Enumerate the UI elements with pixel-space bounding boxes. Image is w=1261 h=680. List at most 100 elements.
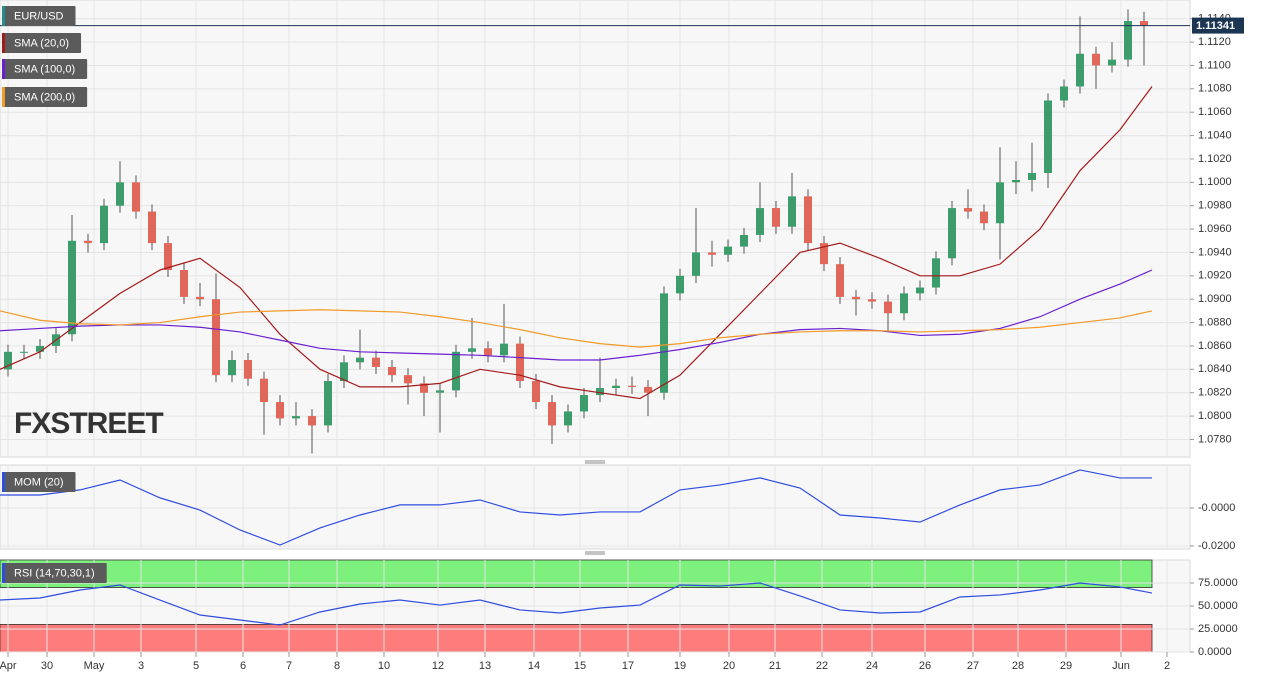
candle-body: [836, 264, 844, 297]
x-tick-label: Jun: [1112, 660, 1130, 672]
candle-body: [1076, 53, 1084, 87]
x-tick-label: May: [84, 660, 105, 672]
candle-body: [164, 243, 172, 270]
candle-body: [196, 296, 204, 300]
candle-body: [1140, 21, 1148, 26]
legend-label: SMA (100,0): [14, 63, 75, 75]
x-tick-label: 28: [1012, 660, 1024, 672]
x-tick-label: 10: [378, 660, 390, 672]
x-tick-label: 30: [41, 660, 53, 672]
x-tick-label: 7: [286, 660, 292, 672]
x-tick-label: 14: [528, 660, 540, 672]
candle-body: [932, 258, 940, 288]
candle-body: [260, 378, 268, 403]
x-tick-label: 13: [479, 660, 491, 672]
last-price-box: [1192, 17, 1244, 34]
candle-body: [628, 385, 636, 387]
y-tick-label: -0.0000: [1198, 502, 1235, 514]
x-tick-label: 20: [723, 660, 735, 672]
plot-background: [0, 0, 1191, 458]
candle-body: [100, 205, 108, 244]
candle-body: [244, 359, 252, 379]
x-tick-label: 27: [967, 660, 979, 672]
x-tick-label: 8: [334, 660, 340, 672]
candle-body: [1108, 59, 1116, 66]
legend-swatch: [2, 59, 5, 79]
y-tick-label: 0.0000: [1198, 646, 1232, 658]
candle-body: [740, 234, 748, 247]
y-tick-label: 1.0900: [1198, 293, 1232, 305]
candle-body: [1124, 21, 1132, 60]
legend-label: SMA (20,0): [14, 37, 69, 49]
y-tick-label: 1.1080: [1198, 83, 1232, 95]
candle-body: [388, 367, 396, 376]
candle-body: [20, 351, 28, 353]
candle-body: [916, 287, 924, 294]
legend-item: SMA (100,0): [2, 59, 88, 79]
candle-body: [340, 362, 348, 382]
legend-box: [2, 87, 88, 107]
y-tick-label: 1.0980: [1198, 200, 1232, 212]
y-tick-label: 1.0780: [1198, 433, 1232, 445]
x-tick-label: 21: [769, 660, 781, 672]
candle-body: [820, 243, 828, 265]
candle-body: [372, 357, 380, 368]
x-tick-label: 15: [574, 660, 586, 672]
plot-background: [0, 464, 1191, 550]
candle-body: [596, 388, 604, 396]
candle-body: [612, 385, 620, 389]
y-tick-label: 75.0000: [1198, 577, 1238, 589]
y-tick-label: 1.0820: [1198, 387, 1232, 399]
candle-body: [180, 269, 188, 297]
candle-body: [116, 182, 124, 206]
candle-body: [468, 348, 476, 352]
y-tick-label: 1.1040: [1198, 129, 1232, 141]
legend-item: RSI (14,70,30,1): [2, 563, 107, 583]
candle-body: [420, 383, 428, 393]
legend-item: MOM (20): [2, 472, 76, 492]
x-tick-label: 24: [866, 660, 878, 672]
series-line: [0, 269, 1153, 361]
x-tick-label: 29: [1060, 660, 1072, 672]
panel-dividers: [585, 460, 605, 555]
candle-body: [692, 252, 700, 276]
y-tick-label: 50.0000: [1198, 600, 1238, 612]
candle-body: [868, 299, 876, 302]
legend-label: MOM (20): [14, 476, 64, 488]
candle-body: [324, 381, 332, 426]
legend-swatch: [2, 563, 5, 583]
candle-body: [788, 196, 796, 227]
last-price-label: 1.11341: [1196, 20, 1235, 32]
candle-body: [228, 359, 236, 376]
candle-body: [900, 293, 908, 314]
x-tick-label: 5: [193, 660, 199, 672]
legend-swatch: [2, 472, 5, 492]
candle-body: [212, 299, 220, 376]
candle-body: [772, 208, 780, 227]
x-tick-label: 17: [622, 660, 634, 672]
legend-swatch: [2, 33, 5, 53]
candle-body: [516, 343, 524, 382]
candle-body: [884, 301, 892, 314]
y-tick-label: 1.1060: [1198, 106, 1232, 118]
candle-body: [276, 402, 284, 419]
x-tick-label: 6: [240, 660, 246, 672]
y-tick-label: 1.0880: [1198, 316, 1232, 328]
candle-body: [852, 296, 860, 300]
candle-body: [660, 293, 668, 393]
candle-body: [132, 182, 140, 212]
candle-body: [644, 386, 652, 393]
legend-box: [2, 6, 76, 26]
y-tick-label: 1.1100: [1198, 59, 1231, 71]
candle-body: [68, 240, 76, 335]
candle-body: [564, 411, 572, 426]
legend-box: [2, 472, 76, 492]
x-tick-label: 3: [138, 660, 144, 672]
legend-item: SMA (20,0): [2, 33, 82, 53]
y-tick-label: 1.0920: [1198, 270, 1232, 282]
y-tick-label: 1.0960: [1198, 223, 1232, 235]
candle-body: [308, 416, 316, 426]
y-tick-label: 1.0800: [1198, 410, 1232, 422]
series-line: [0, 469, 1152, 546]
